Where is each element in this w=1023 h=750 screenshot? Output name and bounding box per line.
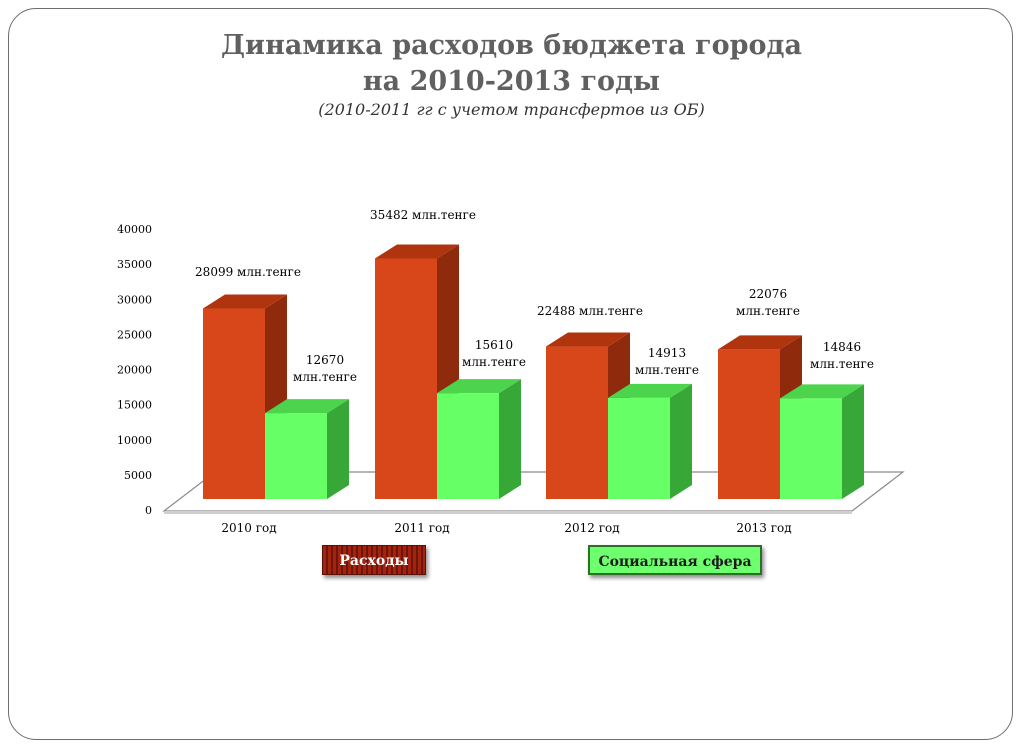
- bar-front-face: [203, 308, 265, 499]
- legend-item-expenses: Расходы: [322, 545, 426, 575]
- data-label: 12670 млн.тенге: [293, 353, 357, 384]
- bar-side-face: [670, 383, 692, 499]
- y-tick-label: 0: [145, 504, 152, 517]
- x-tick-label: 2013 год: [736, 521, 791, 535]
- y-tick-label: 20000: [117, 364, 152, 377]
- bar-front-face: [375, 258, 437, 499]
- data-label: 14913 млн.тенге: [635, 346, 699, 377]
- x-tick-label: 2010 год: [221, 521, 276, 535]
- y-tick-label: 25000: [117, 328, 152, 341]
- bar-social-1: [437, 379, 521, 499]
- bar-social-2: [608, 383, 692, 499]
- bar-front-face: [546, 346, 608, 499]
- y-tick-label: 40000: [117, 223, 152, 236]
- bar-front-face: [437, 393, 499, 499]
- bar-top-face: [437, 379, 521, 394]
- x-axis: 2010 год 2011 год 2012 год 2013 год: [221, 521, 791, 535]
- bar-front-face: [780, 398, 842, 499]
- bar-top-face: [718, 335, 802, 350]
- bar-social-3: [780, 384, 864, 499]
- data-labels: 28099 млн.тенге 35482 млн.тенге 22488 млн.…: [195, 208, 874, 384]
- bar-side-face: [499, 379, 521, 499]
- data-label: 22076 млн.тенге: [736, 287, 800, 318]
- bar-social-0: [265, 399, 349, 499]
- bar-expenses-1: [375, 244, 459, 499]
- y-tick-label: 35000: [117, 258, 152, 271]
- y-tick-label: 30000: [117, 293, 152, 306]
- y-tick-label: 10000: [117, 434, 152, 447]
- chart-subtitle: (2010-2011 гг с учетом трансфертов из ОБ…: [318, 100, 705, 119]
- bar-top-face: [608, 383, 692, 398]
- x-tick-label: 2012 год: [564, 521, 619, 535]
- bar-top-face: [375, 244, 459, 259]
- data-label: 22488 млн.тенге: [537, 304, 643, 318]
- y-tick-label: 15000: [117, 399, 152, 412]
- x-tick-label: 2011 год: [394, 521, 449, 535]
- bar-top-face: [780, 384, 864, 399]
- chart-floor-edge: [164, 511, 852, 514]
- data-label: 14846 млн.тенге: [810, 340, 874, 371]
- bar-top-face: [265, 399, 349, 414]
- bar-top-face: [546, 332, 630, 347]
- bars: [203, 244, 864, 499]
- bar-front-face: [608, 397, 670, 499]
- y-axis: 0 5000 10000 15000 20000 25000 30000 35000 40000: [117, 223, 152, 517]
- slide-frame: [8, 8, 1013, 740]
- legend-item-social: Социальная сфера: [588, 545, 762, 575]
- bar-front-face: [265, 413, 327, 499]
- bar-top-face: [203, 294, 287, 309]
- bar-front-face: [718, 349, 780, 499]
- data-label: 35482 млн.тенге: [370, 208, 476, 222]
- y-tick-label: 5000: [124, 469, 152, 482]
- bar-side-face: [842, 384, 864, 499]
- data-label: 15610 млн.тенге: [462, 338, 526, 369]
- bar-side-face: [327, 399, 349, 499]
- chart-title-line-1: Динамика расходов бюджета города: [221, 30, 802, 61]
- data-label: 28099 млн.тенге: [195, 265, 301, 279]
- chart-title-line-2: на 2010-2013 годы: [362, 66, 661, 97]
